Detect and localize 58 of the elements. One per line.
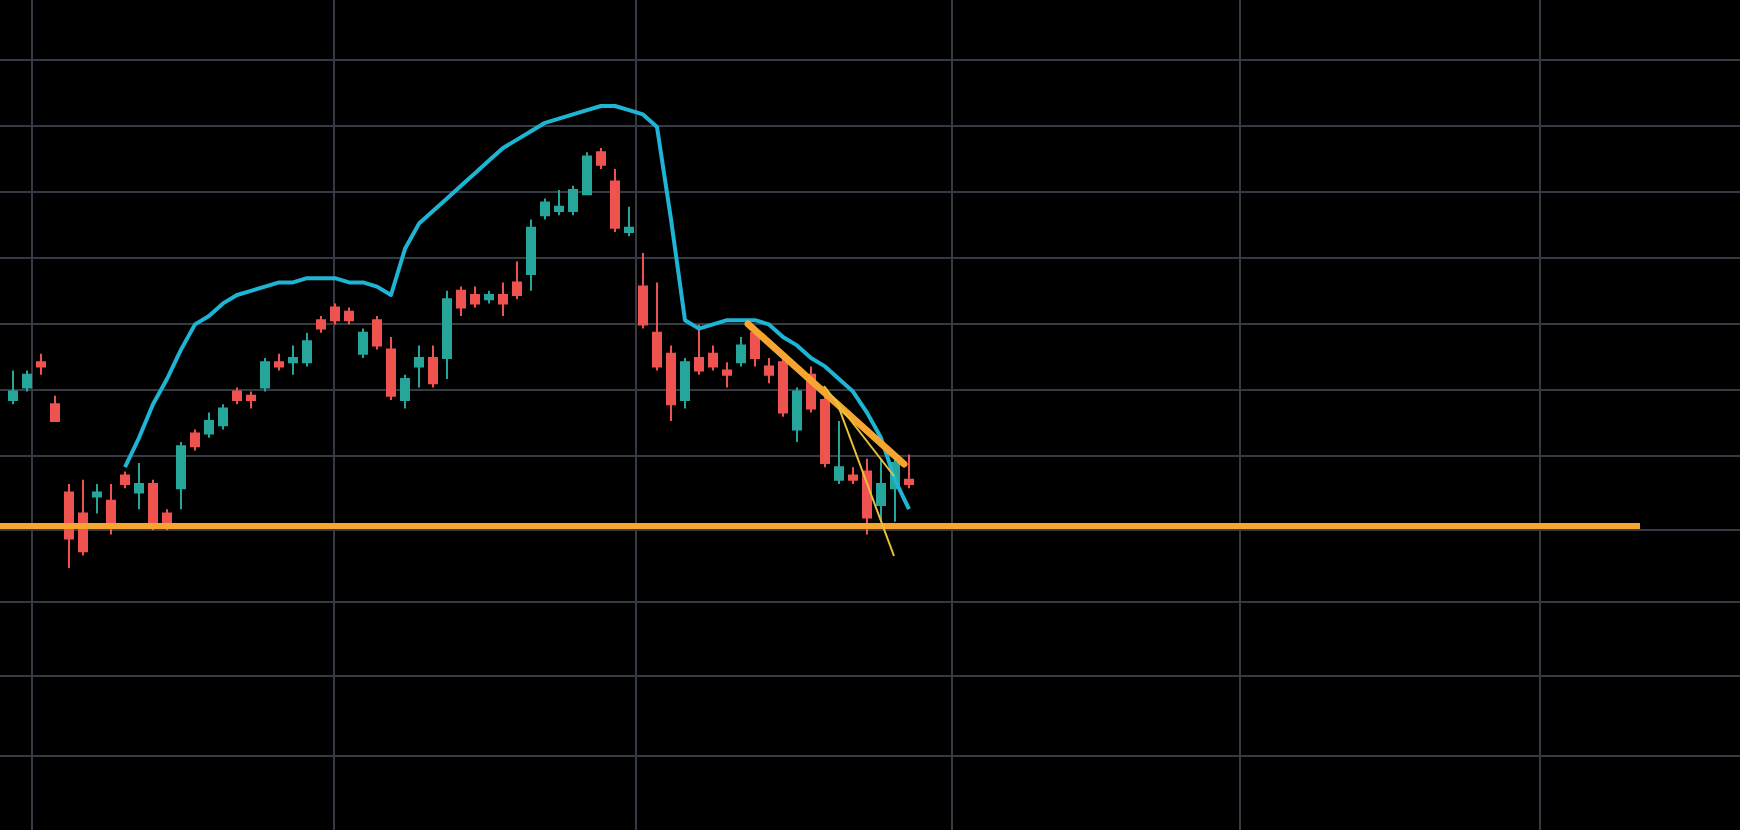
candlestick	[526, 218, 536, 292]
candlestick	[92, 483, 102, 515]
candlestick	[876, 457, 886, 523]
candlestick	[638, 252, 648, 330]
candlestick	[218, 403, 228, 431]
candlestick	[358, 327, 368, 359]
candlestick	[414, 344, 424, 389]
candlestick	[610, 168, 620, 233]
candlestick	[288, 344, 298, 376]
candlestick	[834, 420, 844, 485]
candlestick	[50, 394, 60, 422]
candlestick	[694, 323, 704, 376]
candlestick	[498, 281, 508, 317]
candlestick	[708, 344, 718, 372]
candlestick	[764, 357, 774, 385]
candlestick	[134, 462, 144, 511]
candlestick	[568, 184, 578, 217]
candlestick	[904, 453, 914, 490]
candlestick	[176, 441, 186, 511]
candlestick	[148, 478, 158, 532]
candlestick	[190, 428, 200, 452]
candlestick	[540, 197, 550, 221]
candlestick	[652, 281, 662, 372]
candlestick	[624, 205, 634, 238]
candlestick	[8, 369, 18, 406]
candlestick	[456, 285, 466, 317]
candlestick	[316, 315, 326, 334]
candlestick	[400, 373, 410, 410]
candlestick	[442, 289, 452, 380]
candlestick	[792, 386, 802, 443]
candlestick	[22, 369, 32, 393]
candlestick	[554, 189, 564, 217]
candlestick	[680, 357, 690, 410]
candlestick	[736, 336, 746, 368]
candlestick	[372, 315, 382, 351]
candlestick	[246, 390, 256, 410]
candlestick	[274, 352, 284, 372]
candlestick	[428, 344, 438, 389]
candlestick	[232, 386, 242, 406]
candlestick	[386, 336, 396, 401]
candlestick	[260, 357, 270, 393]
candlestick	[302, 331, 312, 368]
candlestick	[512, 260, 522, 301]
candlestick	[582, 151, 592, 196]
candlestick	[106, 483, 116, 536]
candlestick	[722, 361, 732, 389]
candlestick	[204, 411, 214, 439]
candlestick	[484, 289, 494, 305]
candlestick	[666, 344, 676, 422]
candlestick	[120, 470, 130, 490]
candlestick	[848, 466, 858, 485]
candlestick	[820, 394, 830, 469]
candlestick	[344, 306, 354, 326]
candlestick	[36, 352, 46, 376]
candlestick	[596, 147, 606, 170]
candlestick	[470, 285, 480, 309]
candlestick	[778, 357, 788, 418]
candlestick	[330, 302, 340, 326]
